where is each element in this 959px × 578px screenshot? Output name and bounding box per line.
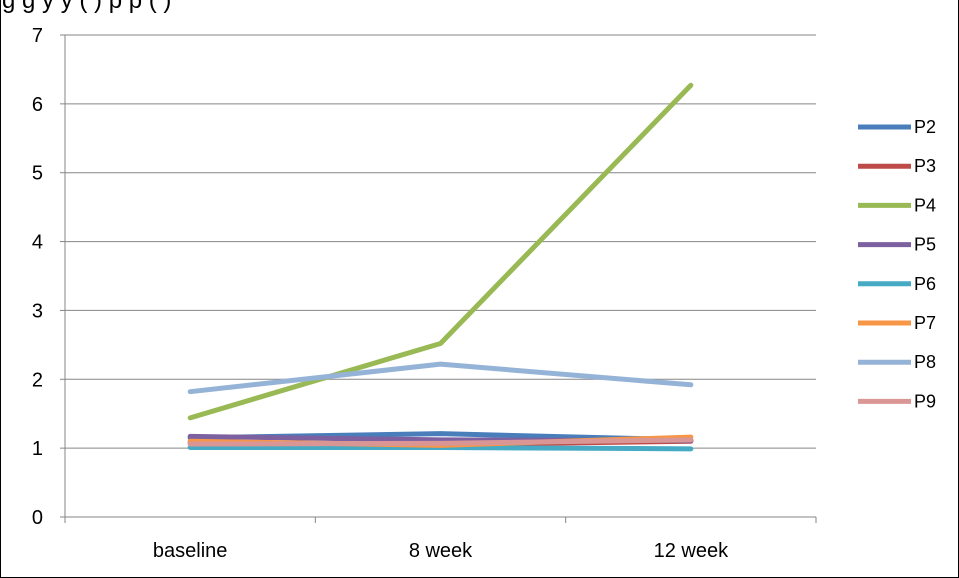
y-tick-label: 7 [32,25,43,47]
legend-label-p7: P7 [914,313,936,333]
legend-label-p3: P3 [914,156,936,176]
legend-label-p6: P6 [914,274,936,294]
axes: 0 1 2 3 4 5 6 7 baseline 8 week 12 week [32,25,817,562]
y-tick-label: 4 [32,232,43,254]
legend-label-p8: P8 [914,352,936,372]
x-tick-label: 8 week [409,540,473,562]
series-line-p9 [187,437,694,447]
series-line-p8 [187,361,694,395]
series-line-p4 [187,82,694,421]
legend-label-p4: P4 [914,195,936,215]
x-tick-label: baseline [153,540,228,562]
legend-label-p9: P9 [914,391,936,411]
legend: P2 P3 P4 P5 P6 P7 P8 P9 [858,117,936,411]
y-tick-label: 6 [32,94,43,116]
y-tick-label: 3 [32,300,43,322]
legend-label-p5: P5 [914,235,936,255]
x-tick-label: 12 week [654,540,729,562]
gridlines [65,34,816,449]
y-tick-label: 5 [32,163,43,185]
series-lines [187,82,694,452]
chart-title: g g y y ( ) p p ( ) [2,0,172,14]
y-tick-label: 1 [32,438,43,460]
y-tick-label: 0 [32,507,43,529]
legend-label-p2: P2 [914,117,936,137]
y-tick-label: 2 [32,369,43,391]
